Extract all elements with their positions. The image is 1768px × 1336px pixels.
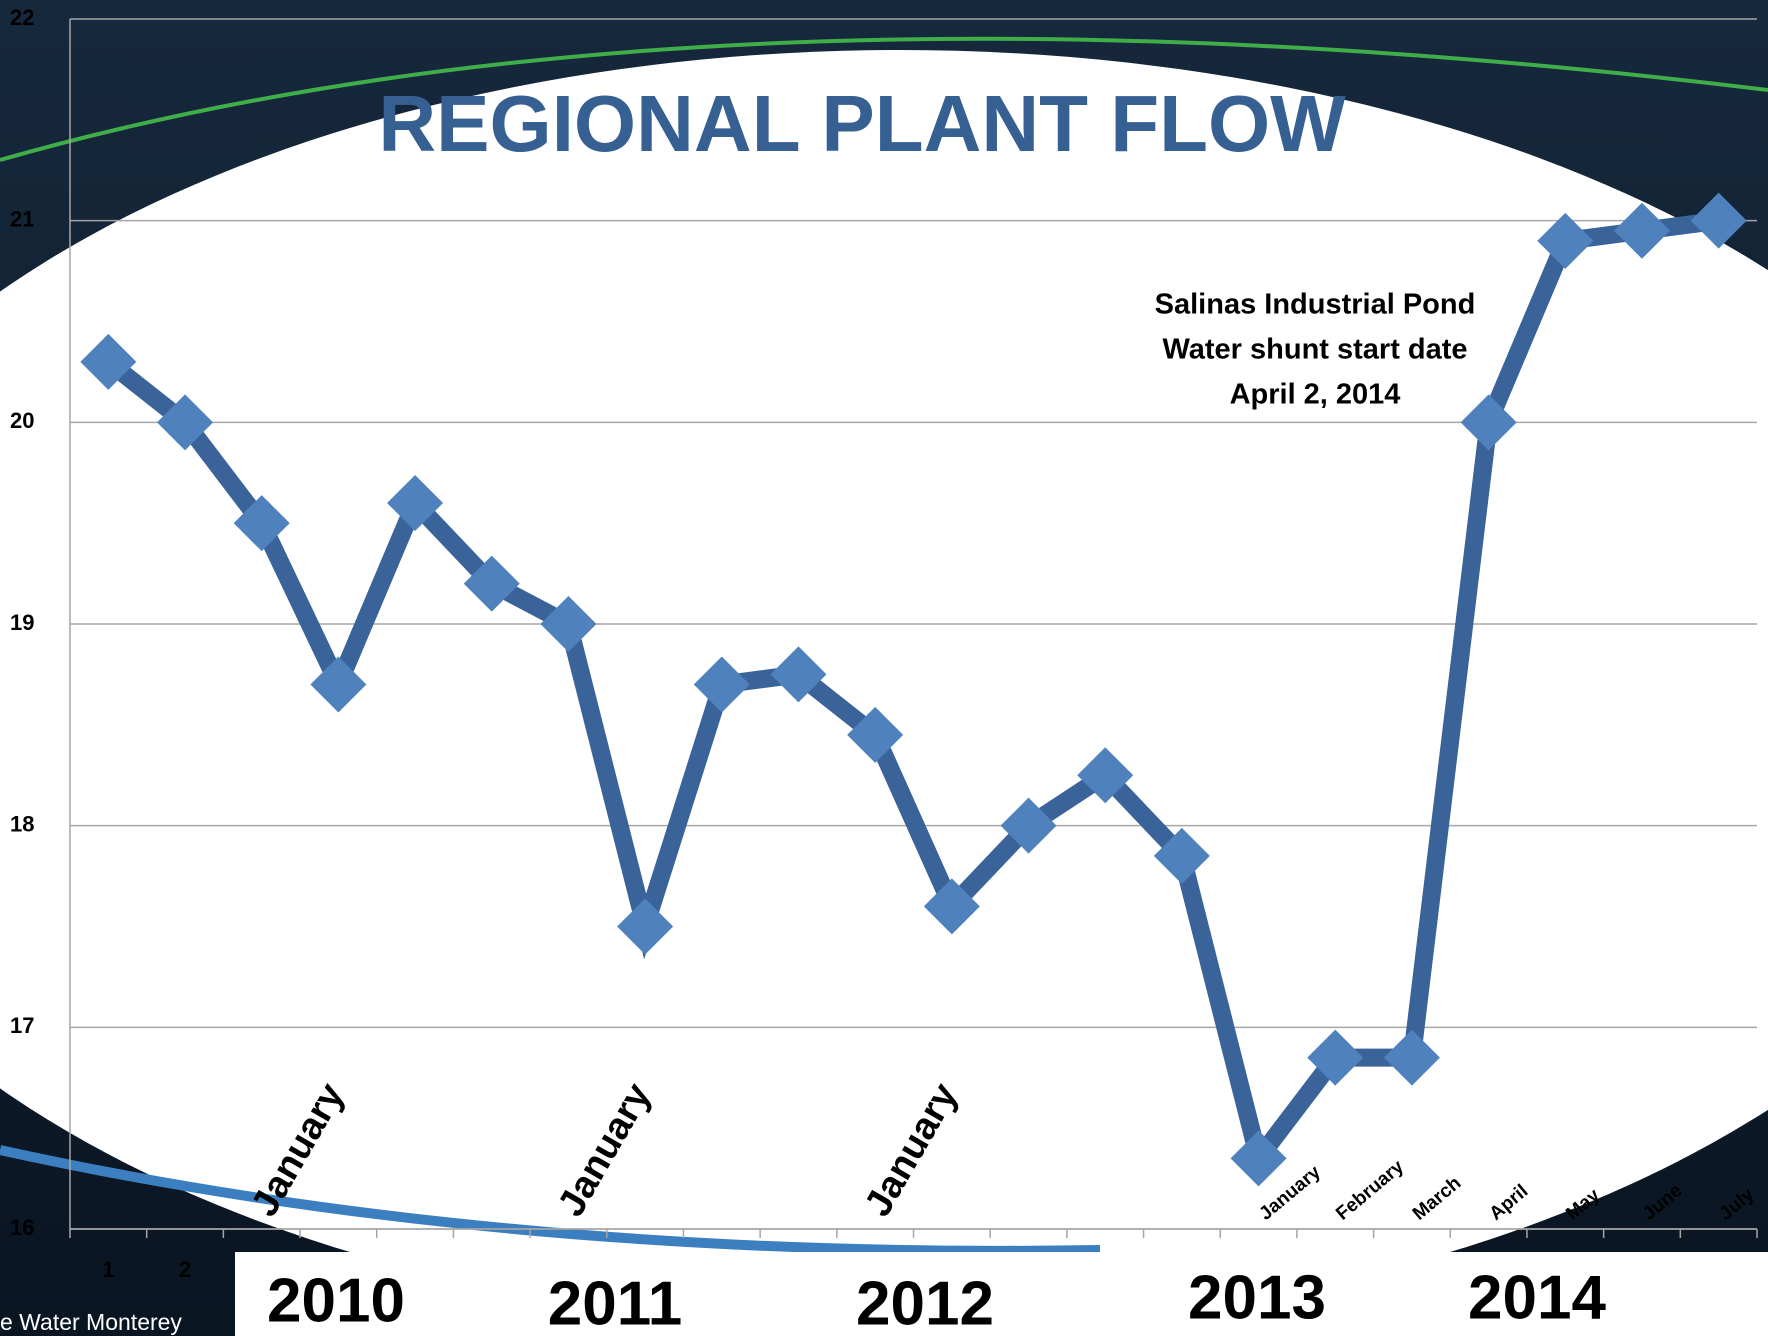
year-label: 2013	[1188, 1263, 1326, 1332]
annotation-line: April 2, 2014	[1230, 379, 1401, 411]
backdrop-ellipse	[0, 50, 1768, 1330]
annotation-line: Water shunt start date	[1162, 334, 1467, 366]
x-tick-label: 1	[102, 1257, 114, 1282]
year-label: 2012	[856, 1269, 994, 1336]
chart: REGIONAL PLANT FLOW Salinas Industrial P…	[0, 0, 1768, 1336]
y-tick-label: 22	[10, 5, 34, 30]
year-label: 2014	[1468, 1263, 1606, 1332]
y-tick-label: 16	[10, 1215, 34, 1240]
y-tick-label: 18	[10, 811, 34, 836]
y-tick-label: 21	[10, 206, 34, 231]
y-tick-label: 20	[10, 408, 34, 433]
annotation-line: Salinas Industrial Pond	[1155, 289, 1476, 321]
y-tick-label: 19	[10, 610, 34, 635]
x-tick-label: 2	[179, 1257, 191, 1282]
logo-text: e Water Monterey	[0, 1309, 182, 1335]
page: REGIONAL PLANT FLOW Salinas Industrial P…	[0, 0, 1768, 1336]
y-tick-label: 17	[10, 1013, 34, 1038]
year-label: 2010	[267, 1266, 405, 1335]
year-label: 2011	[548, 1269, 683, 1336]
chart-title: REGIONAL PLANT FLOW	[378, 79, 1346, 168]
